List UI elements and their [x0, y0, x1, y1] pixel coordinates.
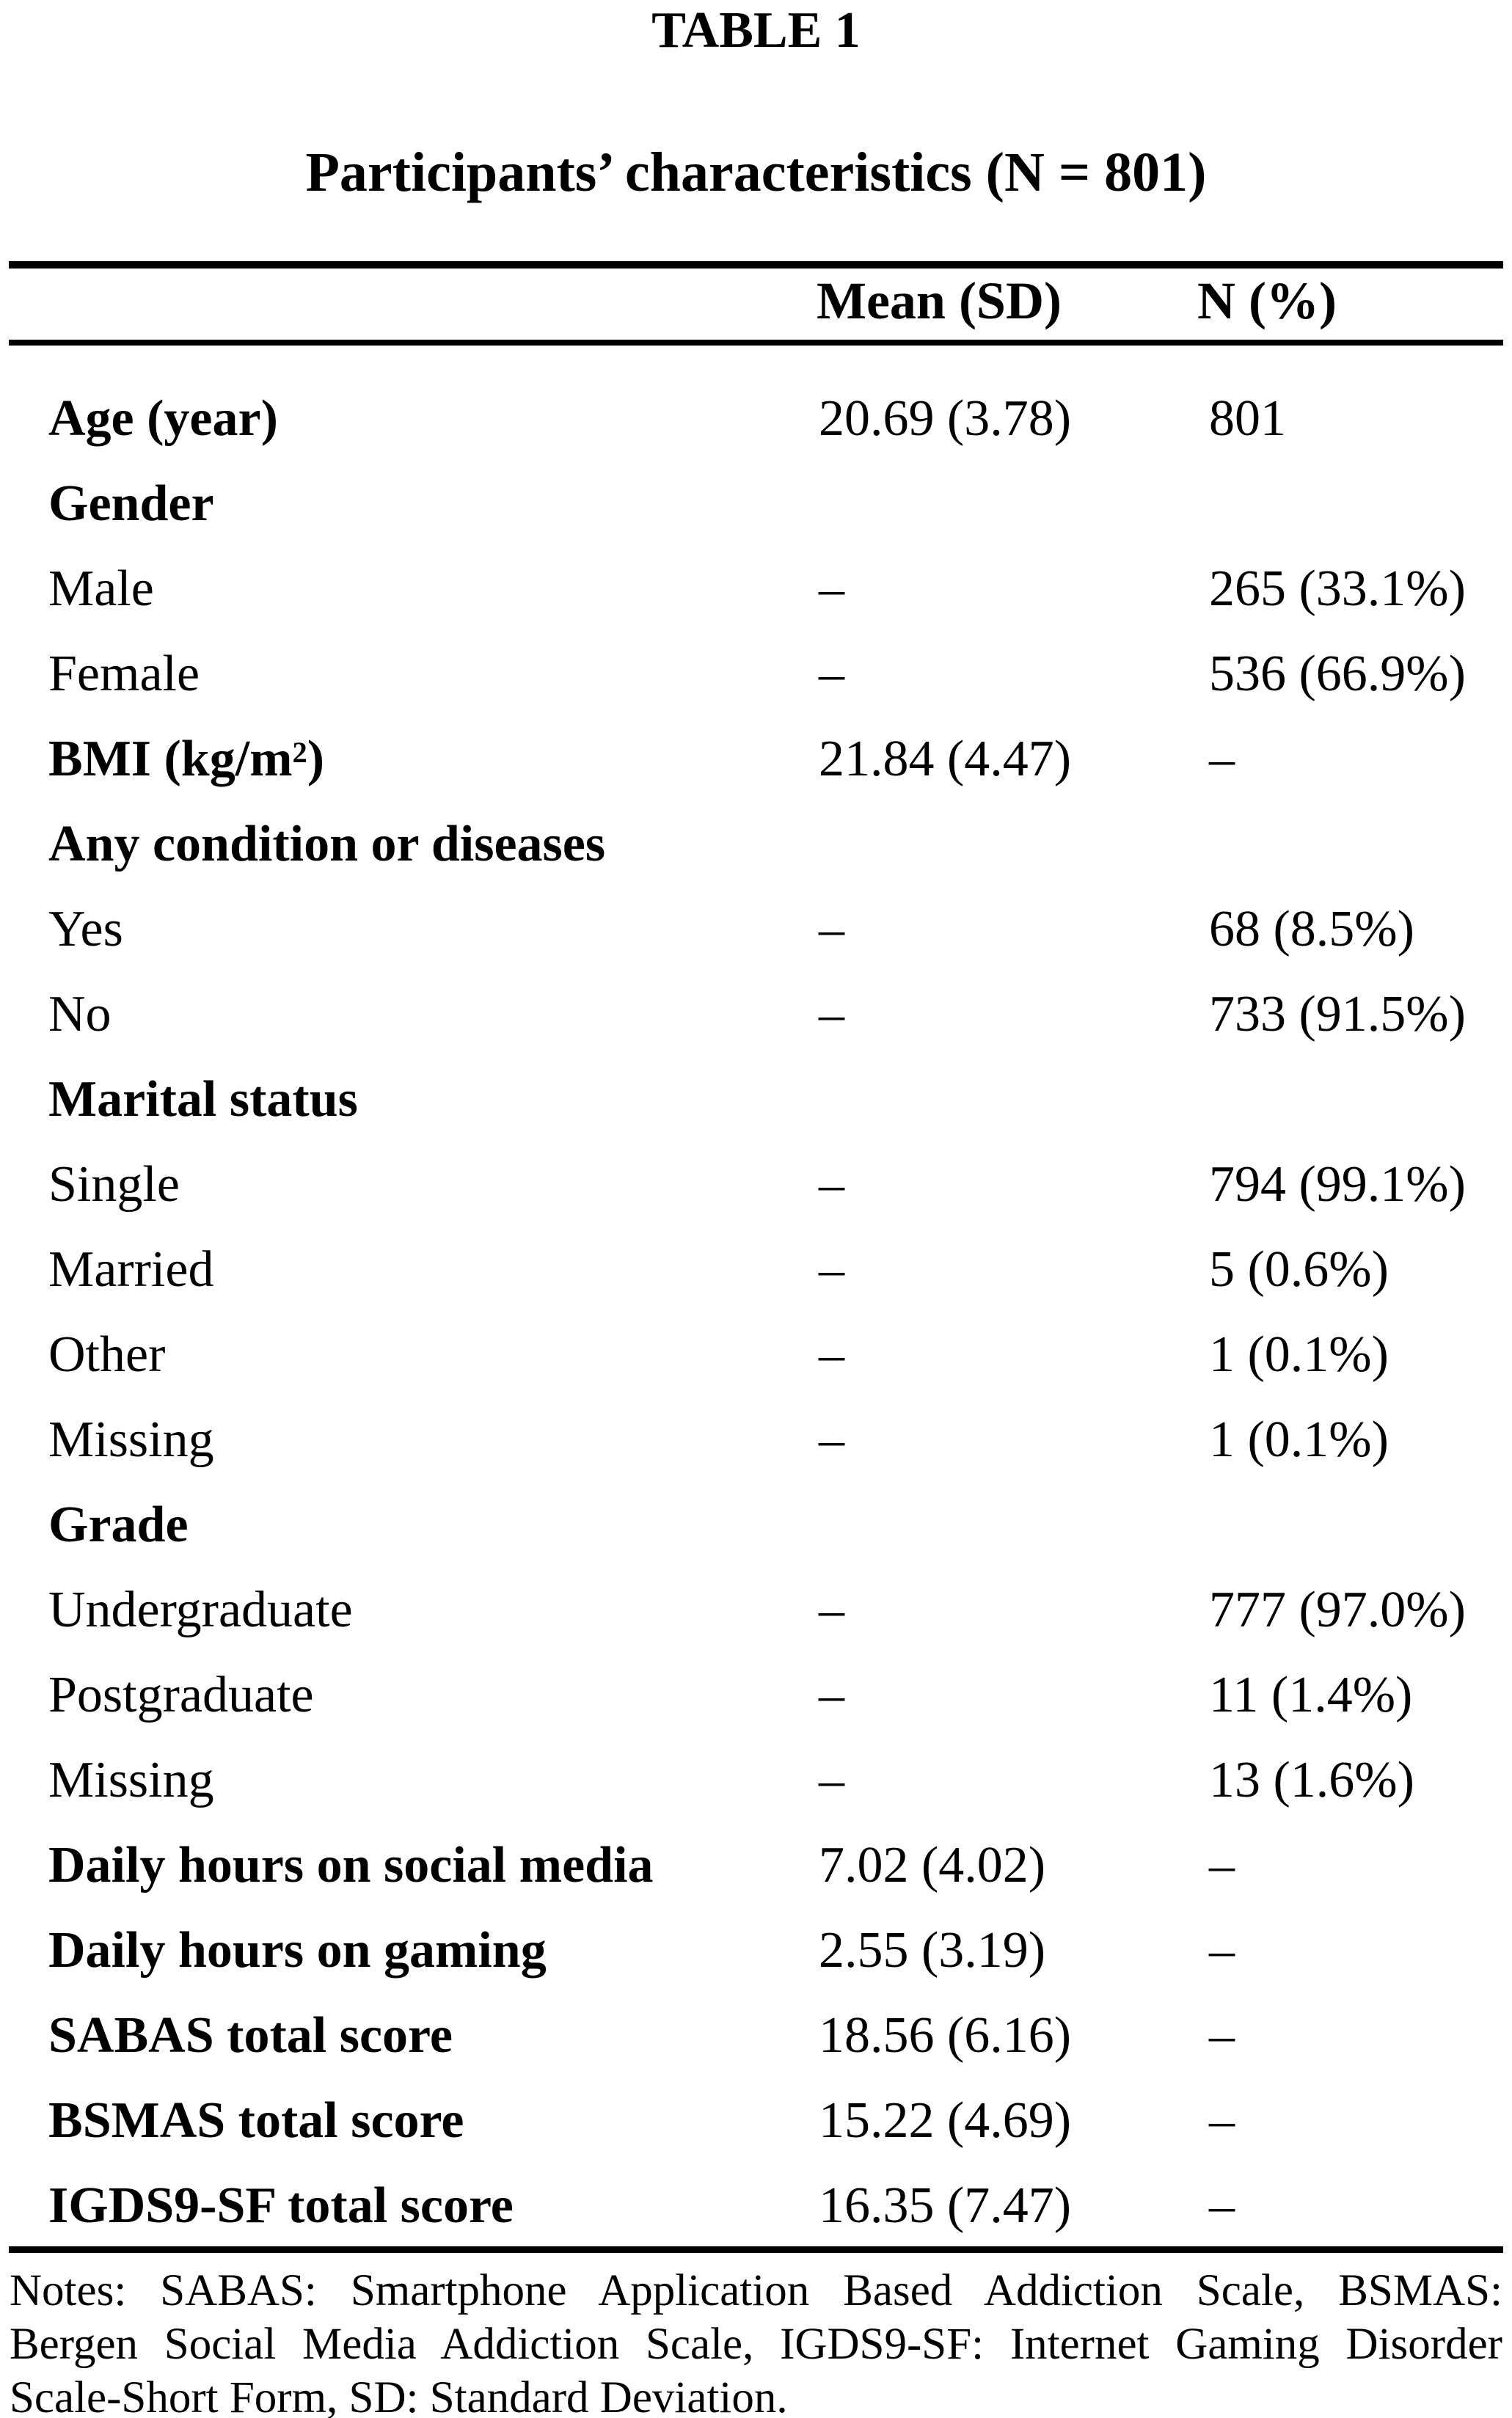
- row-mean-sd-value: 20.69 (3.78): [819, 390, 1072, 447]
- row-mean-sd-value: –: [819, 1241, 844, 1298]
- row-n-percent-value: 536 (66.9%): [1209, 646, 1466, 702]
- row-label: No: [48, 986, 112, 1042]
- column-header-mean-sd: Mean (SD): [817, 271, 1062, 330]
- row-mean-sd-value: 18.56 (6.16): [819, 2007, 1072, 2064]
- row-mean-sd-value: 2.55 (3.19): [819, 1922, 1046, 1979]
- row-n-percent-value: –: [1209, 1922, 1235, 1979]
- table-row: BSMAS total score 15.22 (4.69) –: [0, 2078, 1512, 2163]
- table-row: Gender: [0, 461, 1512, 547]
- row-n-percent-value: 68 (8.5%): [1209, 901, 1414, 957]
- row-n-percent-value: –: [1209, 731, 1235, 787]
- table-row: Any condition or diseases: [0, 802, 1512, 887]
- row-mean-sd-value: –: [819, 1326, 844, 1383]
- row-mean-sd-value: –: [819, 560, 844, 617]
- row-n-percent-value: –: [1209, 2092, 1235, 2149]
- row-label: Missing: [48, 1752, 214, 1808]
- row-n-percent-value: 777 (97.0%): [1209, 1582, 1466, 1638]
- row-n-percent-value: 1 (0.1%): [1209, 1326, 1389, 1383]
- row-label: Other: [48, 1326, 166, 1383]
- table-notes: Notes: SABAS: Smartphone Application Bas…: [10, 2264, 1502, 2418]
- table-row: Grade: [0, 1483, 1512, 1568]
- table-caption: Participants’ characteristics (N = 801): [305, 142, 1207, 203]
- table-number-title: TABLE 1: [651, 2, 861, 59]
- table-row: Yes – 68 (8.5%): [0, 887, 1512, 972]
- row-mean-sd-value: –: [819, 1582, 844, 1638]
- row-n-percent-value: 801: [1209, 390, 1286, 447]
- row-label: BMI (kg/m2): [48, 731, 325, 787]
- table-row: BMI (kg/m2) 21.84 (4.47) –: [0, 717, 1512, 802]
- row-label: SABAS total score: [48, 2007, 453, 2064]
- row-n-percent-value: 794 (99.1%): [1209, 1156, 1466, 1213]
- row-label: Daily hours on social media: [48, 1837, 654, 1893]
- row-mean-sd-value: 16.35 (7.47): [819, 2177, 1072, 2234]
- table-row: Daily hours on social media 7.02 (4.02) –: [0, 1823, 1512, 1908]
- row-label: Age (year): [48, 390, 278, 447]
- row-n-percent-value: 11 (1.4%): [1209, 1667, 1413, 1723]
- table-row: Missing – 1 (0.1%): [0, 1398, 1512, 1483]
- row-label: Marital status: [48, 1071, 358, 1128]
- bottom-rule: [9, 2246, 1503, 2253]
- row-mean-sd-value: –: [819, 1411, 844, 1468]
- row-label: Single: [48, 1156, 180, 1213]
- notes-line: Scale-Short Form, SD: Standard Deviation…: [10, 2373, 788, 2418]
- row-mean-sd-value: 15.22 (4.69): [819, 2092, 1072, 2149]
- row-mean-sd-value: –: [819, 986, 844, 1042]
- row-label: Undergraduate: [48, 1582, 353, 1638]
- table-row: Female – 536 (66.9%): [0, 632, 1512, 717]
- table-row: Daily hours on gaming 2.55 (3.19) –: [0, 1908, 1512, 1993]
- row-n-percent-value: –: [1209, 2007, 1235, 2064]
- row-n-percent-value: –: [1209, 1837, 1235, 1893]
- row-label: Postgraduate: [48, 1667, 314, 1723]
- row-n-percent-value: 1 (0.1%): [1209, 1411, 1389, 1468]
- table-row: Age (year) 20.69 (3.78) 801: [0, 376, 1512, 461]
- table-row: Married – 5 (0.6%): [0, 1227, 1512, 1312]
- row-label: Female: [48, 646, 200, 702]
- superscript: 2: [292, 735, 307, 769]
- table-row: No – 733 (91.5%): [0, 972, 1512, 1057]
- notes-line: Bergen Social Media Addiction Scale, IGD…: [10, 2320, 1502, 2369]
- row-label: Daily hours on gaming: [48, 1922, 547, 1979]
- top-rule: [9, 261, 1503, 269]
- row-label: BSMAS total score: [48, 2092, 464, 2149]
- header-divider-rule: [9, 340, 1503, 346]
- row-n-percent-value: 13 (1.6%): [1209, 1752, 1414, 1808]
- row-label: IGDS9-SF total score: [48, 2177, 514, 2234]
- table-row: IGDS9-SF total score 16.35 (7.47) –: [0, 2163, 1512, 2249]
- row-mean-sd-value: 21.84 (4.47): [819, 731, 1072, 787]
- notes-line: Notes: SABAS: Smartphone Application Bas…: [10, 2266, 1502, 2315]
- table-row: Other – 1 (0.1%): [0, 1312, 1512, 1398]
- table-row: Marital status: [0, 1057, 1512, 1142]
- row-n-percent-value: 265 (33.1%): [1209, 560, 1466, 617]
- row-label: Gender: [48, 475, 214, 532]
- column-header-n-percent: N (%): [1197, 271, 1337, 330]
- table-row: Undergraduate – 777 (97.0%): [0, 1568, 1512, 1653]
- table-row: SABAS total score 18.56 (6.16) –: [0, 1993, 1512, 2078]
- row-label: Any condition or diseases: [48, 816, 606, 872]
- row-mean-sd-value: –: [819, 1752, 844, 1808]
- row-mean-sd-value: –: [819, 901, 844, 957]
- row-mean-sd-value: 7.02 (4.02): [819, 1837, 1046, 1893]
- row-label: Yes: [48, 901, 123, 957]
- table-row: Postgraduate – 11 (1.4%): [0, 1653, 1512, 1738]
- table-row: Missing – 13 (1.6%): [0, 1738, 1512, 1823]
- row-mean-sd-value: –: [819, 1156, 844, 1213]
- table-row: Male – 265 (33.1%): [0, 547, 1512, 632]
- row-label: Male: [48, 560, 154, 617]
- table-row: Single – 794 (99.1%): [0, 1142, 1512, 1227]
- row-label: Grade: [48, 1497, 189, 1553]
- row-n-percent-value: –: [1209, 2177, 1235, 2234]
- row-label: Missing: [48, 1411, 214, 1468]
- row-n-percent-value: 5 (0.6%): [1209, 1241, 1389, 1298]
- row-label: Married: [48, 1241, 214, 1298]
- row-mean-sd-value: –: [819, 1667, 844, 1723]
- row-mean-sd-value: –: [819, 646, 844, 702]
- table-rows: Age (year) 20.69 (3.78) 801 Gender Male – 265 …: [0, 376, 1512, 2249]
- row-n-percent-value: 733 (91.5%): [1209, 986, 1466, 1042]
